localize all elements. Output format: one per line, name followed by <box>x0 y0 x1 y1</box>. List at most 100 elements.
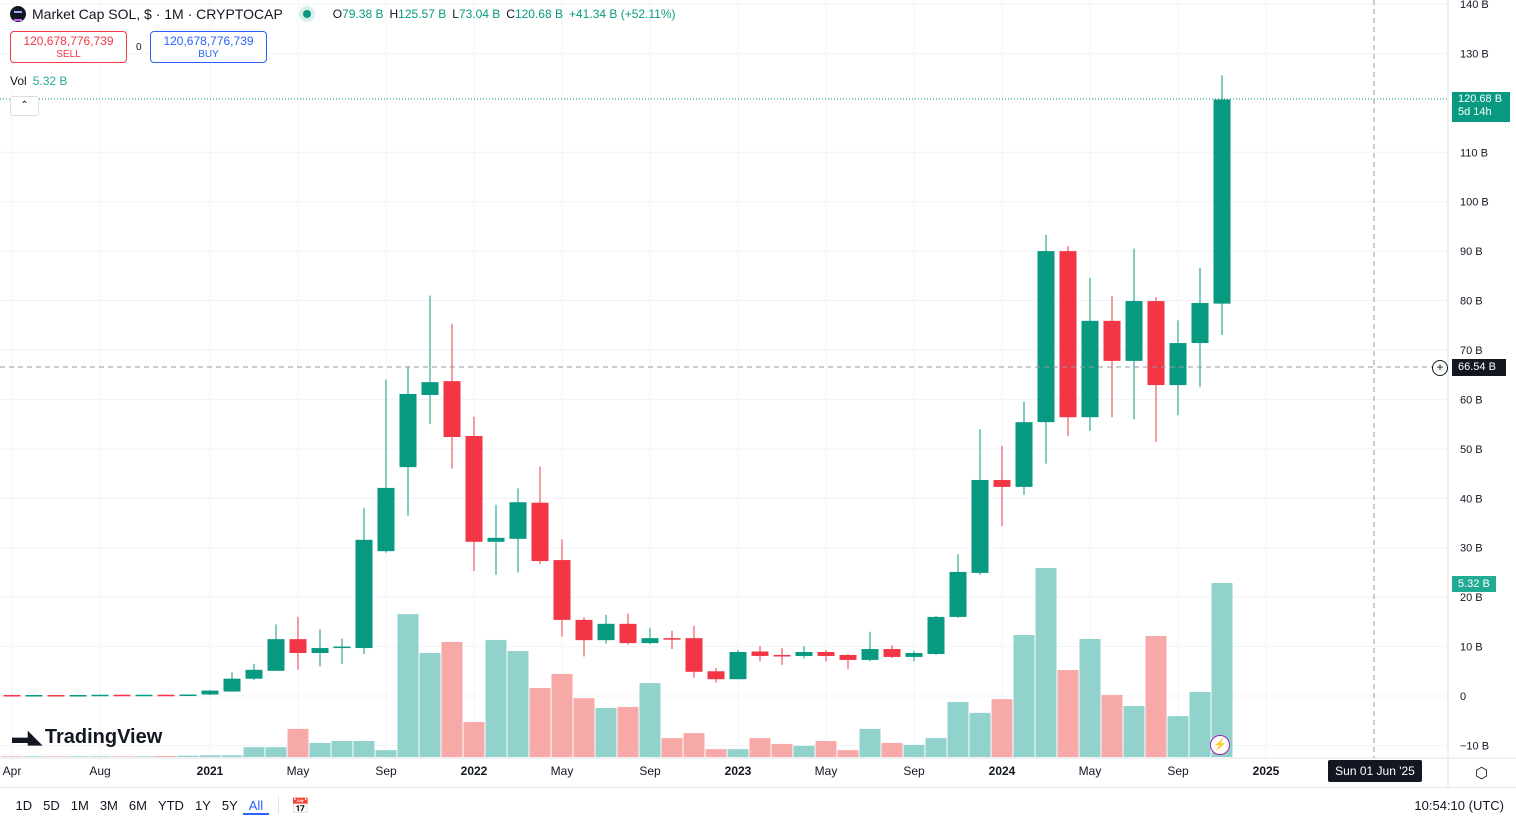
x-tick-label: 2025 <box>1253 764 1280 778</box>
collapse-legend-button[interactable]: ⌃ <box>10 96 39 116</box>
candle-body <box>641 638 659 644</box>
chart-legend: Market Cap SOL, $ · 1M · CRYPTOCAP O79.3… <box>10 6 676 22</box>
volume-bar <box>331 740 353 757</box>
candle-body <box>201 690 219 695</box>
sell-price: 120,678,776,739 <box>23 34 114 48</box>
volume-bar <box>309 742 331 757</box>
candle-body <box>795 652 813 656</box>
y-tick-label: 110 B <box>1460 147 1488 159</box>
range-selector: 1D 5D 1M 3M 6M YTD 1Y 5Y All <box>10 798 269 815</box>
y-tick-label: 20 B <box>1460 592 1483 604</box>
candle-body <box>773 654 791 657</box>
candle-body <box>531 502 549 562</box>
volume-bar <box>991 699 1013 757</box>
volume-bar <box>1 756 23 757</box>
candle-body <box>179 694 197 697</box>
candle-body <box>311 648 329 653</box>
volume-bar <box>947 702 969 757</box>
x-tick-label: 2023 <box>725 764 752 778</box>
clock-time[interactable]: 10:54:10 (UTC) <box>1414 798 1504 813</box>
volume-bar <box>485 639 507 757</box>
volume-bar <box>1079 638 1101 757</box>
symbol-title[interactable]: Market Cap SOL, $ · 1M · CRYPTOCAP <box>32 6 283 22</box>
bottom-toolbar: 1D 5D 1M 3M 6M YTD 1Y 5Y All 📅 10:54:10 (UTC) <box>0 787 1516 823</box>
sell-button[interactable]: 120,678,776,739 SELL <box>10 31 127 63</box>
candle-body <box>1191 303 1209 344</box>
candle-body <box>1169 343 1187 386</box>
volume-bar <box>573 698 595 757</box>
range-ytd[interactable]: YTD <box>157 798 184 813</box>
x-tick-label: Sep <box>1167 764 1189 778</box>
volume-bar <box>441 641 463 757</box>
volume-bar <box>89 756 111 757</box>
lightning-icon[interactable]: ⚡ <box>1210 735 1230 755</box>
volume-bar <box>881 742 903 757</box>
candle-body <box>135 694 153 697</box>
price-chart[interactable]: 140 B 130 B 110 B 100 B 90 B 80 B 70 B 60 B 50 B… <box>0 0 1516 787</box>
volume-bar <box>111 756 133 757</box>
sell-label: SELL <box>56 49 81 60</box>
volume-bar <box>1035 567 1057 757</box>
volume-bar <box>771 743 793 757</box>
range-5y[interactable]: 5Y <box>221 798 238 813</box>
y-tick-label: 0 <box>1460 691 1466 703</box>
settings-gear-icon[interactable]: ⬡ <box>1475 765 1489 782</box>
range-3m[interactable]: 3M <box>99 798 118 813</box>
candle-body <box>883 649 901 657</box>
volume-bar <box>1189 691 1211 757</box>
crosshair-date-tag: Sun 01 Jun '25 <box>1328 760 1422 782</box>
volume-bar <box>727 749 749 757</box>
candle-body <box>751 651 769 656</box>
volume-bar <box>243 747 265 757</box>
volume-bar <box>397 614 419 757</box>
volume-bar <box>463 722 485 757</box>
calendar-goto-date-icon[interactable]: 📅 <box>291 798 310 815</box>
volume-bar <box>749 738 771 757</box>
range-5d[interactable]: 5D <box>43 798 60 813</box>
x-tick-label: Sep <box>903 764 925 778</box>
candle-body <box>443 381 461 437</box>
high-label: H <box>389 7 399 21</box>
volume-bar <box>529 688 551 757</box>
y-tick-label: 80 B <box>1460 296 1483 308</box>
candle-body <box>3 695 21 697</box>
volume-bar <box>419 653 441 757</box>
candle-body <box>91 694 109 697</box>
x-tick-label: Sep <box>639 764 661 778</box>
candle-body <box>267 639 285 671</box>
range-1y[interactable]: 1Y <box>194 798 211 813</box>
volume-bar <box>705 749 727 757</box>
buy-label: BUY <box>198 49 219 60</box>
candle-body <box>1125 301 1143 361</box>
high-value: 125.57 B <box>398 7 447 21</box>
buy-button[interactable]: 120,678,776,739 BUY <box>150 31 267 63</box>
range-1d[interactable]: 1D <box>15 798 33 813</box>
candle-body <box>47 695 65 697</box>
candle-body <box>729 652 747 680</box>
volume-bar <box>199 755 221 757</box>
add-alert-plus-icon[interactable]: + <box>1432 360 1448 376</box>
candle-body <box>993 479 1011 487</box>
volume-bar <box>837 750 859 757</box>
volume-bar <box>903 744 925 757</box>
y-tick-label: 90 B <box>1460 246 1483 258</box>
ohlc-values: O79.38 B H125.57 B L73.04 B C120.68 B +4… <box>333 7 676 21</box>
range-1m[interactable]: 1M <box>70 798 89 813</box>
candle-body <box>817 652 835 656</box>
volume-bar <box>155 756 177 757</box>
y-tick-label: 10 B <box>1460 642 1483 654</box>
range-all[interactable]: All <box>243 798 269 815</box>
volume-bar <box>551 673 573 757</box>
open-value: 79.38 B <box>342 7 384 21</box>
range-6m[interactable]: 6M <box>128 798 147 813</box>
x-tick-label: Apr <box>3 764 22 778</box>
y-tick-label: 50 B <box>1460 444 1483 456</box>
last-price: 120.68 B <box>1458 93 1503 105</box>
candle-body <box>553 560 571 620</box>
change-value: +41.34 B (+52.11%) <box>569 7 676 21</box>
y-tick-label: 140 B <box>1460 0 1489 11</box>
x-tick-label: Aug <box>89 764 110 778</box>
candle-body <box>421 382 439 395</box>
tradingview-logo[interactable]: ▬◣ TradingView <box>12 726 162 749</box>
x-tick-label: 2022 <box>461 764 488 778</box>
